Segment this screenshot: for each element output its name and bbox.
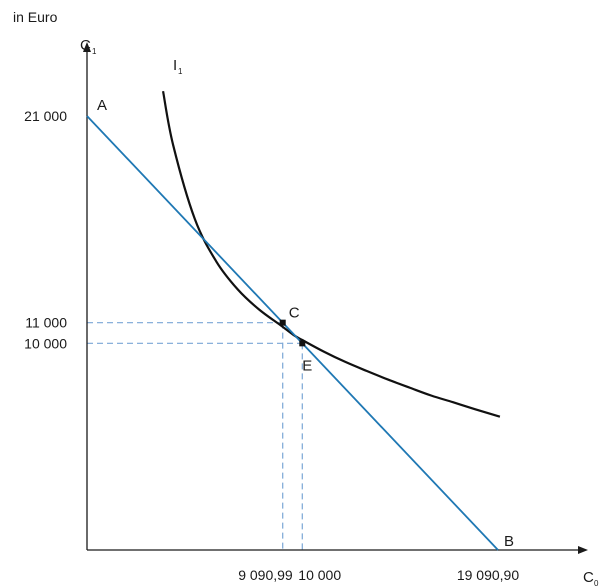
indifference-curve-subscript: 1	[178, 67, 183, 76]
point-label-e: E	[302, 357, 312, 374]
guide-lines	[87, 322, 303, 550]
y-tick-label: 10 000	[24, 335, 67, 351]
x-axis-name: C	[583, 569, 594, 586]
y-axis-name: C	[80, 37, 91, 54]
point-label-b: B	[504, 533, 514, 550]
series-layer	[86, 90, 501, 551]
x-tick-label: 10 000	[298, 567, 341, 583]
y-tick-label: 11 000	[25, 315, 67, 331]
point-marker-e	[299, 340, 306, 347]
point-marker-c	[279, 319, 286, 326]
y-axis-arrow	[83, 42, 91, 52]
point-markers	[279, 319, 306, 347]
x-axis-arrow	[578, 546, 588, 554]
unit-label: in Euro	[13, 9, 58, 25]
axes	[83, 42, 588, 554]
y-tick-label: 21 000	[24, 108, 67, 124]
budget-line	[86, 115, 499, 551]
point-label-a: A	[97, 97, 107, 114]
text-labels: A B C E 21 000 11 000 10 000 9 090,99 10 000 19 0…	[13, 9, 599, 587]
indifference-curve-line	[161, 90, 501, 418]
x-tick-label: 9 090,99	[238, 567, 293, 583]
point-label-c: C	[289, 305, 300, 322]
x-axis-subscript: 0	[594, 579, 599, 587]
indifference-curve-label: I	[173, 57, 177, 74]
x-tick-label: 19 090,90	[457, 567, 519, 583]
y-axis-subscript: 1	[92, 47, 97, 56]
